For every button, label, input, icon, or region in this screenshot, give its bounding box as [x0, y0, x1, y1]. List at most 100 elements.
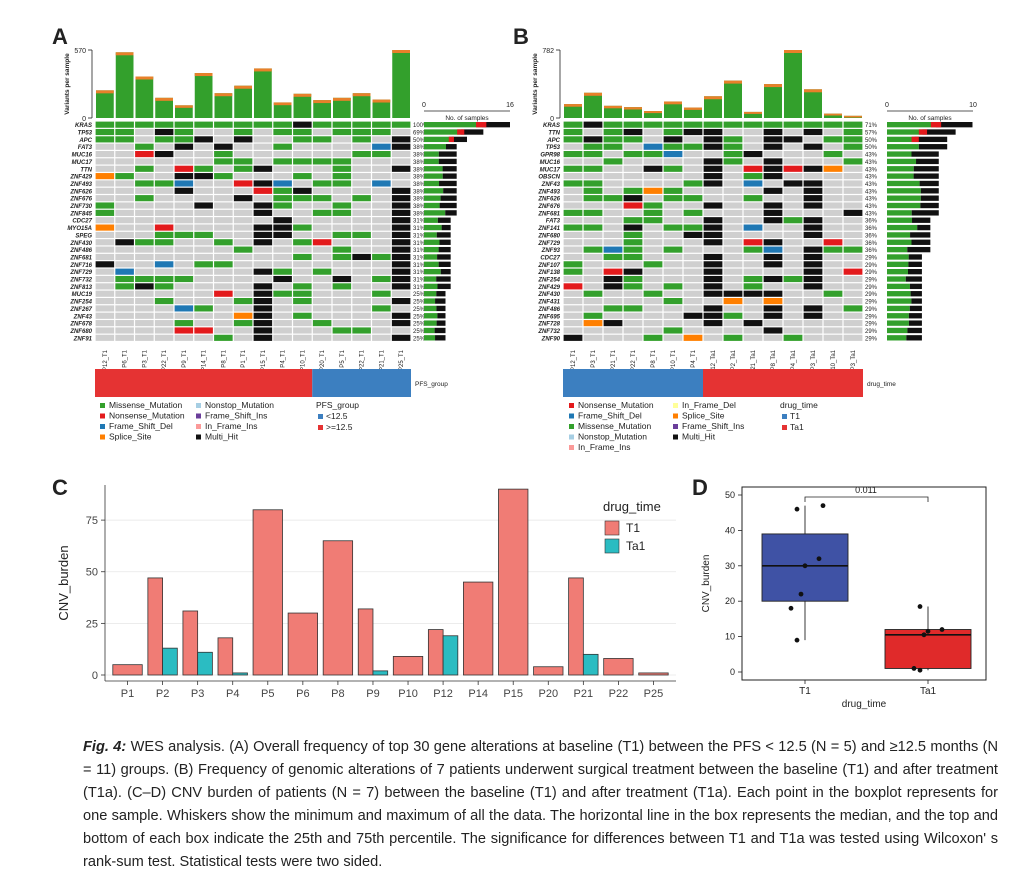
panel-a-grid-cell — [233, 195, 253, 202]
panel-a-side-bar — [476, 122, 487, 128]
panel-b-percent-label: 29% — [865, 329, 878, 335]
panel-a-grid-cell — [312, 143, 332, 150]
panel-a-grid-cell — [312, 151, 332, 158]
panel-b-grid-cell — [623, 165, 643, 172]
panel-a-top-bar — [96, 90, 114, 118]
panel-b-gene-label: ZNF676 — [537, 204, 560, 210]
panel-c-bar-t1 — [357, 608, 374, 676]
panel-b-grid-cell — [663, 253, 683, 261]
panel-b-grid-cell — [823, 173, 843, 180]
panel-a-grid-cell — [233, 121, 253, 128]
panel-b-grid-cell — [763, 275, 783, 283]
panel-b-grid-cell — [563, 165, 583, 172]
panel-b-grid-cell — [743, 275, 763, 283]
panel-b-grid-cell — [583, 253, 603, 261]
panel-b-sample-label: P4_Ta1 — [791, 349, 797, 370]
panel-a-grid-cell — [233, 202, 253, 209]
panel-a-gene-label: KRAS — [75, 123, 92, 129]
panel-b-grid-cell — [603, 224, 623, 231]
panel-a-grid-cell — [372, 320, 391, 327]
panel-d-ylabel: CNV_burden — [701, 555, 712, 613]
panel-b-grid-cell — [603, 136, 623, 143]
panel-b-side-bar — [920, 188, 939, 194]
panel-b-grid-cell — [663, 158, 683, 165]
panel-b-grid-cell — [563, 128, 583, 136]
panel-a-grid-cell — [115, 136, 134, 143]
panel-a-grid-cell — [352, 268, 371, 275]
panel-b-grid-cell — [563, 261, 583, 268]
panel-a-grid-cell — [95, 195, 115, 202]
panel-c-bar-t1 — [322, 540, 354, 676]
panel-a-top-bar — [194, 73, 213, 118]
panel-b-legend-group-swatch — [782, 425, 787, 430]
panel-b-grid-cell — [603, 180, 623, 187]
panel-a-side-bar — [442, 166, 457, 172]
panel-b-side-bar — [887, 320, 909, 326]
panel-a-grid-cell — [194, 173, 213, 180]
panel-b-side-bar — [887, 166, 914, 172]
panel-b-grid-cell — [783, 298, 803, 305]
panel-b-grid-cell — [603, 195, 623, 202]
panel-a-grid-cell — [174, 334, 194, 341]
panel-b-grid-cell — [703, 195, 723, 202]
panel-b-grid-cell — [743, 261, 763, 268]
panel-a-grid-cell — [233, 239, 253, 246]
panel-a-grid-cell — [174, 202, 194, 209]
panel-b-grid-cell — [803, 305, 823, 312]
panel-b-top-bar-cap — [684, 107, 702, 110]
panel-b-grid-cell — [703, 312, 723, 319]
panel-b-grid-cell — [803, 239, 823, 246]
panel-a-grid-cell — [312, 231, 332, 238]
panel-a-grid-cell — [312, 275, 332, 283]
panel-b-grid-cell — [583, 312, 603, 319]
panel-b-grid-cell — [723, 327, 743, 334]
panel-a-grid-cell — [115, 195, 134, 202]
panel-a-grid-cell — [115, 239, 134, 246]
panel-a-percent-label: 38% — [413, 160, 426, 166]
panel-b-grid-cell — [803, 246, 823, 253]
panel-b-legend-item: Missense_Mutation — [578, 421, 652, 431]
panel-b-grid-cell — [683, 283, 703, 290]
panel-a-grid-cell — [135, 268, 154, 275]
panel-a-grid-cell — [154, 202, 174, 209]
panel-b-legend-swatch — [569, 403, 574, 408]
panel-a-grid-cell — [273, 268, 292, 275]
panel-b-legend-swatch — [569, 445, 574, 450]
panel-b-grid-cell — [743, 202, 763, 209]
panel-a-top-bar-cap — [254, 68, 272, 72]
panel-b-grid-cell — [783, 136, 803, 143]
panel-a-grid-cell — [135, 202, 154, 209]
panel-b-grid-cell — [663, 173, 683, 180]
panel-b-grid-cell — [663, 224, 683, 231]
panel-b-grid-cell — [843, 239, 863, 246]
panel-b-grid-cell — [643, 239, 663, 246]
panel-b-grid-cell — [803, 231, 823, 238]
panel-b-grid-cell — [803, 187, 823, 194]
panel-a-gene-label: MUC16 — [72, 153, 93, 159]
panel-b-grid-cell — [723, 239, 743, 246]
panel-b-grid-cell — [743, 151, 763, 158]
panel-b-gene-label: OBSCN — [538, 175, 560, 181]
panel-a-grid-cell — [194, 202, 213, 209]
panel-b-side-bar — [907, 269, 922, 275]
panel-b-grid-cell — [623, 231, 643, 238]
panel-b-side-bar — [912, 217, 931, 223]
panel-b-side-bar — [887, 195, 921, 201]
panel-b-grid-cell — [743, 217, 763, 224]
panel-a-grid-cell — [273, 158, 292, 165]
panel-a-grid-cell — [352, 217, 371, 224]
panel-b-grid-cell — [563, 224, 583, 231]
panel-b-grid-cell — [823, 187, 843, 194]
panel-b-grid-cell — [583, 290, 603, 297]
panel-a-grid-cell — [372, 327, 391, 334]
panel-b-grid-cell — [563, 217, 583, 224]
panel-b-side-bar — [930, 122, 942, 128]
panel-a-grid-cell — [115, 246, 134, 253]
panel-b-grid-cell — [843, 165, 863, 172]
panel-a-grid-cell — [312, 195, 332, 202]
panel-b-grid-cell — [823, 121, 843, 128]
panel-b-side-bar — [909, 305, 922, 312]
panel-a-grid-cell — [352, 246, 371, 253]
panel-a-grid-cell — [194, 334, 213, 341]
panel-b-grid-cell — [743, 312, 763, 319]
